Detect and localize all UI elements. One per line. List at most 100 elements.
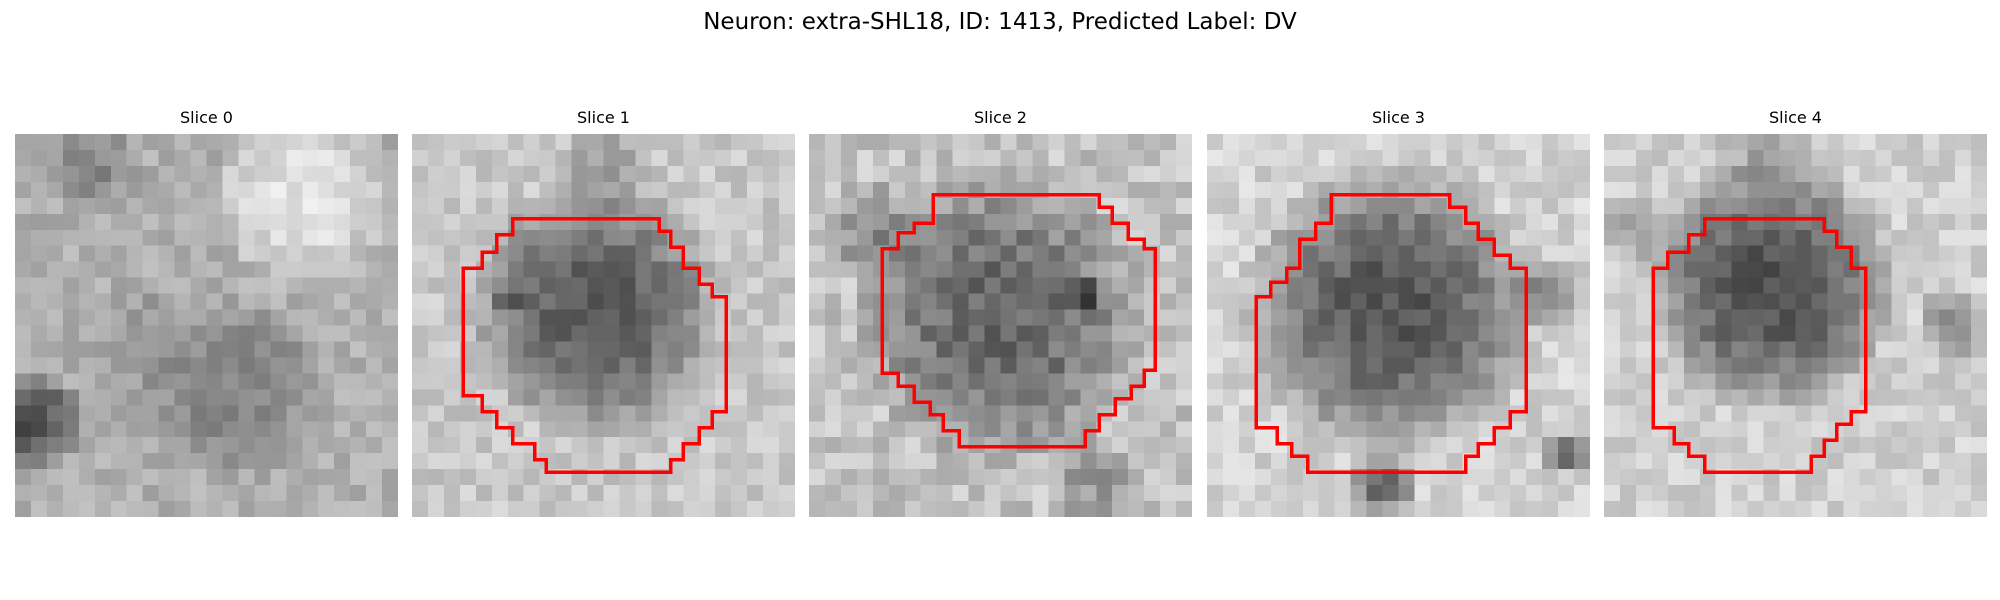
image-pixel [1000,134,1017,151]
image-pixel [1350,229,1367,247]
image-pixel [1843,213,1860,231]
image-pixel [1667,501,1685,517]
image-pixel [302,469,319,486]
image-pixel [158,261,175,278]
image-pixel [1619,134,1637,151]
image-pixel [15,437,32,454]
image-pixel [1923,245,1940,262]
image-pixel [1430,357,1447,374]
image-pixel [350,501,367,517]
image-pixel [888,149,906,167]
image-pixel [427,149,445,167]
image-pixel [1176,277,1192,294]
image-pixel [1923,277,1940,294]
image-pixel [78,197,96,215]
image-pixel [571,245,588,262]
image-pixel [1064,134,1081,151]
image-pixel [110,165,128,183]
image-pixel [1430,373,1447,390]
image-pixel [1510,389,1527,406]
image-pixel [824,245,842,262]
image-pixel [459,181,477,199]
image-pixel [158,181,175,199]
image-pixel [1604,357,1621,374]
image-pixel [539,341,556,358]
image-pixel [1128,261,1145,278]
image-pixel [731,357,748,374]
image-pixel [1207,437,1224,454]
image-pixel [1939,325,1956,342]
image-pixel [110,293,128,310]
image-pixel [1558,341,1575,358]
image-pixel [779,245,795,262]
image-pixel [1112,149,1129,167]
image-pixel [1891,277,1908,294]
image-pixel [747,213,764,231]
image-pixel [1222,277,1240,294]
image-pixel [1366,373,1383,390]
image-pixel [1939,277,1956,294]
image-pixel [936,469,953,486]
image-pixel [1811,149,1828,167]
image-pixel [904,469,922,486]
image-pixel [286,261,303,278]
image-pixel [1811,293,1828,310]
image-pixel [840,245,858,262]
image-pixel [1955,453,1972,470]
image-pixel [619,134,636,151]
image-pixel [1112,437,1129,454]
image-pixel [1795,453,1812,470]
image-pixel [952,469,969,486]
image-pixel [1048,405,1065,422]
image-pixel [1715,341,1732,358]
image-pixel [968,245,985,262]
image-pixel [1478,373,1495,390]
image-pixel [1731,485,1748,502]
image-pixel [427,325,445,342]
image-pixel [920,485,937,502]
image-pixel [190,405,207,422]
image-pixel [1510,261,1527,278]
image-pixel [1064,213,1081,231]
image-pixel [904,181,922,199]
image-pixel [507,229,525,247]
image-pixel [904,293,922,310]
image-pixel [1334,357,1351,374]
image-pixel [318,149,335,167]
image-pixel [1667,229,1685,247]
image-pixel [968,341,985,358]
image-pixel [1270,245,1288,262]
image-pixel [1080,213,1097,231]
image-pixel [1635,421,1653,438]
image-pixel [1715,134,1732,151]
image-pixel [1635,453,1653,470]
image-pixel [872,437,890,454]
image-pixel [952,453,969,470]
image-pixel [302,197,319,215]
image-pixel [1016,309,1033,326]
image-pixel [856,277,874,294]
image-pixel [142,165,159,183]
image-pixel [1939,181,1956,199]
image-pixel [1398,437,1415,454]
image-pixel [1238,501,1256,517]
image-pixel [366,421,383,438]
image-pixel [110,485,128,502]
image-pixel [1843,165,1860,183]
image-pixel [856,245,874,262]
image-pixel [190,229,207,247]
image-pixel [1128,213,1145,231]
image-pixel [1715,229,1732,247]
image-pixel [270,325,287,342]
image-pixel [1747,309,1764,326]
image-pixel [110,501,128,517]
image-pixel [1558,453,1575,470]
image-pixel [286,357,303,374]
image-pixel [302,261,319,278]
image-pixel [1494,149,1511,167]
image-pixel [1238,405,1256,422]
image-pixel [1731,437,1748,454]
image-pixel [1398,309,1415,326]
image-pixel [1907,453,1924,470]
image-pixel [254,453,271,470]
